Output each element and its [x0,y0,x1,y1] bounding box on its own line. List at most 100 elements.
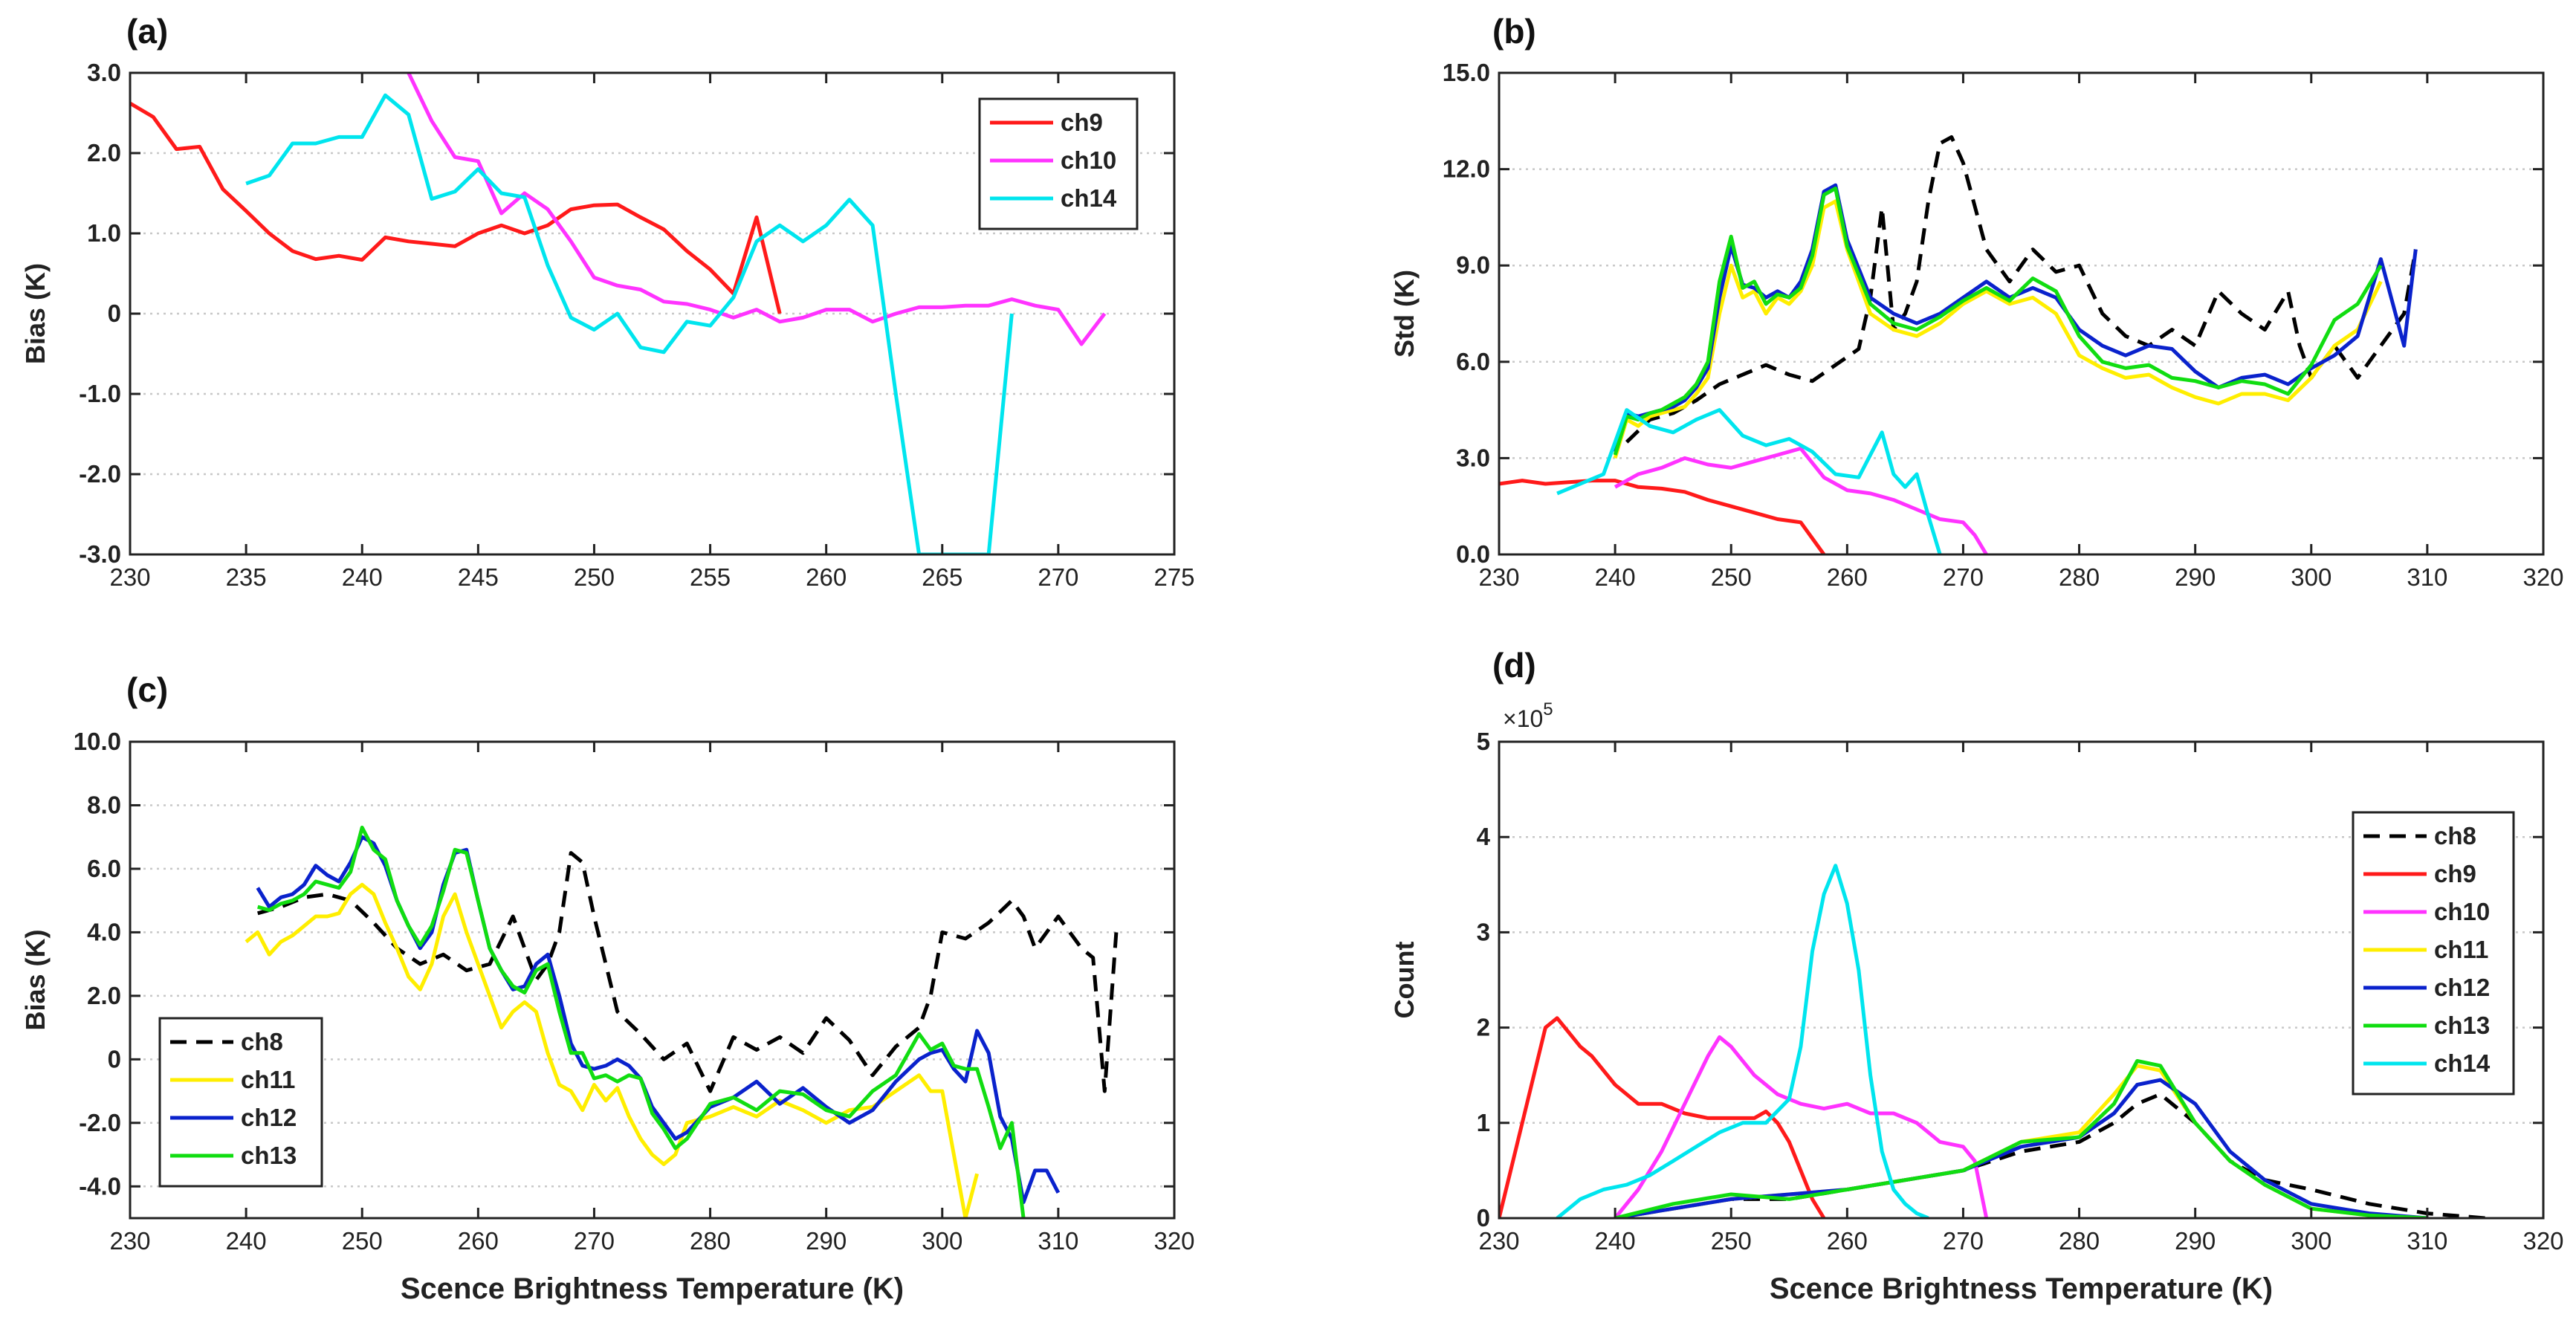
x-tick-label: 265 [922,563,962,591]
y-tick-label: 15.0 [1443,59,1490,86]
legend-label-ch9: ch9 [2434,860,2476,887]
y-tick-label: 0.0 [1456,540,1490,568]
y-tick-label: 3.0 [87,59,121,86]
y-tick-label: 9.0 [1456,251,1490,279]
series-line-ch10 [1614,446,1988,554]
x-tick-label: 260 [458,1227,499,1255]
x-tick-label: 290 [806,1227,847,1255]
legend-label-ch8: ch8 [2434,822,2476,850]
axes-frame [129,740,1176,1220]
x-tick-label: 280 [2059,563,2100,591]
y-tick-label: 6.0 [1456,348,1490,375]
series-line-ch13 [257,825,1026,1218]
x-axis-label: Scence Brightness Temperature (K) [401,1272,904,1305]
panel-label: (b) [1492,12,1536,51]
x-tick-label: 275 [1153,563,1194,591]
series-line-ch12 [1614,1078,2428,1218]
legend-box [158,1017,323,1188]
y-tick-label: 4 [1477,823,1491,850]
x-tick-label: 320 [2522,563,2563,591]
series-line-ch14 [1556,864,1929,1218]
x-tick-label: 240 [226,1227,267,1255]
x-tick-label: 250 [342,1227,383,1255]
panel-a: 230 235 240 245 250 255 260 265 270 275 -3.0 -2.0 -1… [20,12,1195,591]
legend: ch9 ch10 ch14 [978,97,1139,230]
panel-b: 230 240 250 260 270 280 290 300 310 320 0.0 3.0 6.0 9… [1389,12,2564,591]
x-tick-label: 320 [2522,1227,2563,1255]
series-line-ch9 [130,101,782,314]
x-tick-label: 240 [1595,563,1636,591]
y-tick-label: 0 [1477,1204,1490,1232]
y-axis-label: Count [1389,942,1420,1019]
y-tick-label: -4.0 [79,1172,121,1200]
y-tick-label: 3.0 [1456,444,1490,471]
x-tick-label: 300 [2291,563,2331,591]
series-line-ch11 [245,882,980,1218]
y-tick-label: 3 [1477,918,1490,945]
x-tick-label: 260 [1827,1227,1868,1255]
legend: ch8 ch11 ch12 ch13 [158,1017,323,1188]
x-tick-label: 270 [1943,1227,1984,1255]
x-tick-label: 240 [1595,1227,1636,1255]
y-axis-label: Bias (K) [20,263,51,364]
panel-label: (c) [126,670,168,709]
series-line-ch11 [1613,199,2383,459]
x-tick-label: 250 [1711,563,1752,591]
series-line-ch13 [1614,1059,2428,1218]
y-tick-label: -2.0 [79,460,121,488]
x-axis-label: Scence Brightness Temperature (K) [1770,1272,2273,1305]
legend-box [2352,811,2515,1096]
legend-box [978,97,1139,230]
x-tick-label: 310 [2407,563,2447,591]
x-tick-label: 260 [806,563,847,591]
series-line-ch9 [1499,479,1826,554]
legend-label-ch14: ch14 [2434,1049,2491,1077]
series-line-ch10 [407,73,1107,346]
y-tick-label: 1 [1477,1109,1490,1136]
y-tick-label: -2.0 [79,1109,121,1136]
y-tick-label: 2.0 [87,982,121,1009]
legend-label-ch10: ch10 [1061,146,1116,174]
x-tick-label: 310 [2407,1227,2447,1255]
y-tick-label: 12.0 [1443,155,1490,183]
series-line-ch9 [1499,1016,1826,1218]
y-tick-label: 0 [108,300,121,327]
x-tick-label: 310 [1038,1227,1078,1255]
x-tick-label: 245 [458,563,499,591]
y-tick-label: 8.0 [87,791,121,818]
series-line-ch14 [245,93,1014,554]
x-tick-label: 280 [690,1227,731,1255]
legend-label-ch10: ch10 [2434,898,2490,925]
x-tick-label: 290 [2175,1227,2216,1255]
legend-label-ch14: ch14 [1061,184,1117,212]
y-multiplier-base: ×10 [1503,705,1543,732]
legend-label-ch11: ch11 [2434,936,2488,963]
x-tick-label: 230 [1478,563,1519,591]
x-tick-label: 290 [2175,563,2216,591]
x-tick-label: 270 [1943,563,1984,591]
series-line-ch14 [1556,408,1942,554]
axes-frame [1498,740,2545,1220]
x-tick-label: 280 [2059,1227,2100,1255]
x-tick-label: 230 [1478,1227,1519,1255]
panel-label: (d) [1492,646,1536,685]
x-tick-label: 260 [1827,563,1868,591]
y-tick-label: -3.0 [79,540,121,568]
x-tick-label: 230 [109,1227,150,1255]
y-tick-label: 1.0 [87,219,121,247]
y-axis-label: Std (K) [1389,270,1420,357]
y-multiplier-exp: 5 [1543,699,1553,719]
legend-label-ch12: ch12 [241,1104,297,1131]
panel-c: 230 240 250 260 270 280 290 300 310 320 -4.0 -2.0 0 2… [20,670,1195,1305]
x-tick-label: 270 [574,1227,615,1255]
series-line-ch12 [256,835,1061,1205]
series-line-ch13 [1613,187,2383,456]
legend: ch8 ch9 ch10 ch11 ch12 ch13 ch14 [2352,811,2515,1096]
y-tick-label: 6.0 [87,855,121,882]
y-tick-label: 2 [1477,1014,1490,1041]
x-tick-label: 235 [226,563,267,591]
y-tick-label: 0 [108,1045,121,1072]
legend-label-ch12: ch12 [2434,974,2490,1001]
x-tick-label: 300 [922,1227,962,1255]
